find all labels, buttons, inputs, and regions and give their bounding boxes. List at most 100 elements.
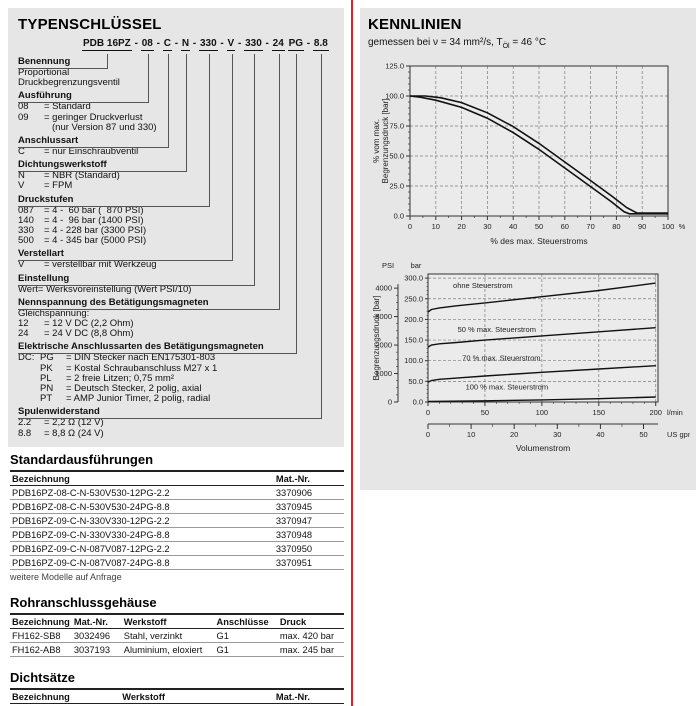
column-header: Mat.-Nr. — [71, 614, 122, 629]
psi-tick-label: 4000 — [375, 284, 392, 293]
table-cell: FH162-SB8 — [10, 628, 72, 643]
connector-horizontal-line — [18, 309, 280, 310]
item-text: = 8,8 Ω (24 V) — [44, 427, 104, 439]
chart-pressure-vs-flow: bar 0.0 50.0 100.0 150.0 200.0 250.0 300.0 PSI 0 1… — [372, 261, 690, 453]
section-item: 140 = 4 - 96 bar (1400 PSI) — [18, 215, 334, 226]
item-text: = 4 - 345 bar (5000 PSI) — [44, 235, 147, 247]
code-separator: - — [304, 38, 313, 49]
item-text: = 4 - 60 bar ( 870 PSI) — [44, 204, 144, 216]
section-item: Druckbegrenzungsventil — [18, 77, 334, 88]
type-code-segment: 8.8 — [312, 38, 329, 51]
section-header: Elektrische Anschlussarten des Betätigun… — [18, 341, 264, 353]
x-tick-label: 150 — [593, 408, 606, 417]
bar-tick-label: 300.0 — [404, 274, 423, 283]
bar-tick-label: 0.0 — [413, 398, 423, 407]
gpm-axis-unit: US gpm — [667, 430, 690, 439]
code-separator: - — [262, 38, 272, 49]
item-text: = 24 V DC (8,8 Ohm) — [44, 328, 134, 340]
item-code: PT — [40, 393, 53, 405]
table-cell: 3037193 — [71, 642, 122, 657]
type-key-section: Nennspannung des Betätigungsmagneten Glei… — [18, 297, 334, 340]
y-tick-label: 75.0 — [389, 122, 404, 131]
type-code-segment: 24 — [271, 38, 285, 51]
tables-column: Standardausführungen Bezeichnung Mat.-Nr.… — [10, 452, 344, 706]
item-code: PG — [40, 352, 54, 364]
item-text: = geringer Druckverlust — [44, 111, 143, 123]
item-code: PL — [40, 372, 52, 384]
table-cell: 3370945 — [273, 499, 344, 514]
connector-vertical-line — [209, 54, 210, 207]
x-tick-label: 40 — [509, 222, 517, 231]
type-key-section: Dichtungswerkstoff N = NBR (Standard) V = FP… — [18, 160, 334, 191]
measurement-conditions: gemessen bei ν = 34 mm²/s, TÖl = 46 °C — [368, 37, 688, 50]
item-code: N — [18, 170, 25, 182]
type-code-segment: C — [162, 38, 172, 51]
section-item: 2.2 = 2,2 Ω (12 V) — [18, 418, 334, 428]
column-header: Mat.-Nr. — [273, 471, 344, 486]
section-item: 330 = 4 - 228 bar (3300 PSI) — [18, 225, 334, 237]
connector-vertical-line — [168, 54, 169, 148]
psi-tick-label: 1000 — [375, 369, 392, 378]
item-prefix — [18, 374, 40, 384]
item-code: 09 — [18, 111, 29, 123]
x-tick-label: 100 — [536, 408, 549, 417]
table-cell: 3370906 — [273, 485, 344, 500]
section-item: Wert= Werksvoreinstellung (Wert PSI/10) — [18, 284, 334, 295]
column-header: Werkstoff — [121, 614, 215, 629]
curve-label: 70 % max. Steuerstrom — [462, 353, 540, 362]
table-cell: FH162-AB8 — [10, 642, 72, 657]
item-text: = nur Einschraubventil — [44, 146, 139, 158]
subtitle-subscript: Öl — [502, 43, 510, 50]
bar-tick-label: 250.0 — [404, 294, 423, 303]
table-cell: PDB16PZ-08-C-N-530V530-12PG-2.2 — [10, 485, 274, 500]
section-item: PN = Deutsch Stecker, 2 polig, axial — [18, 383, 334, 394]
bar-tick-label: 100.0 — [404, 356, 423, 365]
connector-horizontal-line — [18, 206, 210, 207]
x-tick-label: 0 — [426, 408, 430, 417]
type-key-section: Spulenwiderstand 2.2 = 2,2 Ω (12 V) 8.8 = 8,… — [18, 407, 334, 438]
curve-line — [427, 365, 656, 383]
code-separator: - — [217, 38, 227, 49]
section-item: V = verstellbar mit Werkzeug — [18, 260, 334, 270]
curve-label: ohne Steuerstrom — [453, 281, 513, 290]
y-tick-label: 0.0 — [394, 212, 404, 221]
item-code: 500 — [18, 235, 34, 247]
item-prefix — [18, 384, 40, 394]
connector-vertical-line — [186, 54, 187, 172]
table-cell: Stahl, verzinkt — [121, 628, 215, 643]
type-code-segment: V — [226, 38, 236, 51]
section-item: N = NBR (Standard) — [18, 171, 334, 181]
item-text: = 2,2 Ω (12 V) — [44, 417, 104, 429]
connector-horizontal-line — [18, 102, 149, 103]
item-text: = AMP Junior Timer, 2 polig, radial — [66, 393, 211, 405]
kennlinien-title: KENNLINIEN — [368, 16, 462, 33]
code-separator: - — [131, 38, 141, 49]
x-tick-label: 90 — [638, 222, 646, 231]
connector-horizontal-line — [18, 171, 187, 172]
table-cell: PDB16PZ-09-C-N-330V330-12PG-2.2 — [10, 513, 274, 528]
table-row: FH162-SB8 3032496 Stahl, verzinkt G1 max. 42… — [10, 628, 344, 643]
type-code-segment: PG — [287, 38, 305, 51]
table-cell: PDB16PZ-09-C-N-087V087-24PG-8.8 — [10, 555, 274, 570]
curve-line — [427, 282, 656, 313]
item-text: = 12 V DC (2,2 Ohm) — [44, 318, 134, 330]
section-header: Dichtungswerkstoff — [18, 159, 107, 171]
x-tick-label: 70 — [586, 222, 594, 231]
x-tick-label: 60 — [561, 222, 569, 231]
code-separator: - — [235, 38, 245, 49]
bar-tick-label: 150.0 — [404, 336, 423, 345]
item-code: 087 — [18, 204, 34, 216]
item-code: 2.2 — [18, 417, 32, 429]
item-code: 330 — [18, 225, 34, 237]
item-code: 24 — [18, 328, 29, 340]
y-axis-label: % vom max. — [372, 119, 381, 163]
section-item: 12 = 12 V DC (2,2 Ohm) — [18, 318, 334, 330]
curve-line — [409, 95, 668, 215]
table-row: PDB16PZ-09-C-N-330V330-12PG-2.2 3370947 — [10, 513, 344, 528]
column-header: Bezeichnung — [10, 471, 274, 486]
item-text: = NBR (Standard) — [44, 170, 120, 182]
connector-vertical-line — [107, 54, 108, 69]
section-item: Gleichspannung: — [18, 308, 334, 319]
item-text: Proportional — [18, 67, 70, 78]
